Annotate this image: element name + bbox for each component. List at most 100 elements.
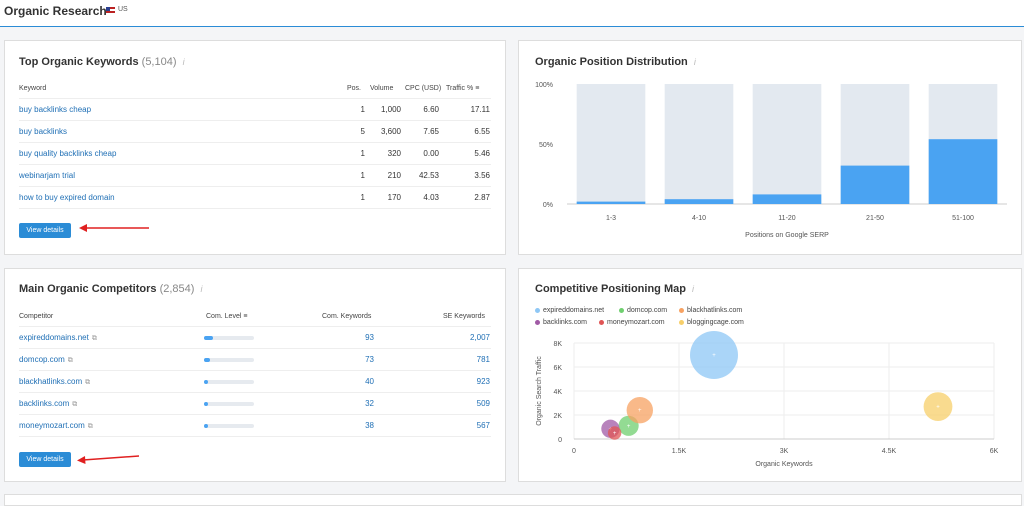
traffic-value: 5.46 <box>474 149 490 158</box>
legend-item[interactable]: backlinks.com <box>535 319 587 326</box>
keyword-link[interactable]: how to buy expired domain <box>19 193 115 202</box>
positioning-map-panel: Competitive Positioning Map i expireddom… <box>518 268 1022 482</box>
keyword-link[interactable]: buy quality backlinks cheap <box>19 149 117 158</box>
panel-title: Organic Position Distribution i <box>535 56 696 68</box>
competitor-bubble[interactable] <box>690 331 738 379</box>
view-details-button[interactable]: View details <box>19 223 71 238</box>
external-link-icon[interactable]: ⧉ <box>91 335 97 342</box>
bar[interactable] <box>752 194 822 204</box>
legend-label: moneymozart.com <box>607 319 665 326</box>
se-keywords-value[interactable]: 509 <box>476 399 490 408</box>
keyword-count: (5,104) <box>141 56 177 68</box>
col-cpc[interactable]: CPC (USD) <box>405 85 442 92</box>
legend-swatch <box>679 319 684 325</box>
competition-level-bar <box>204 336 254 340</box>
competitor-link[interactable]: blackhatlinks.com ⧉ <box>19 377 91 386</box>
bar[interactable] <box>928 139 998 204</box>
competitor-bubble[interactable] <box>607 426 622 440</box>
y-tick-label: 50% <box>539 142 553 149</box>
col-se-keywords[interactable]: SE Keywords <box>443 313 486 320</box>
x-axis-label: Organic Keywords <box>755 461 813 468</box>
legend-item[interactable]: domcop.com <box>619 307 667 314</box>
keyword-link[interactable]: buy backlinks cheap <box>19 105 92 114</box>
positioning-map-chart: 0 1.5K 3K 4.5K 6K 8K 6K 4K 2K 0 Organic Keywords Or… <box>536 331 999 468</box>
legend-swatch <box>535 307 540 313</box>
competitors-panel: Main Organic Competitors (2,854) i Compe… <box>4 268 506 482</box>
se-keywords-value[interactable]: 567 <box>476 421 490 430</box>
competitor-link[interactable]: expireddomains.net ⧉ <box>19 333 97 342</box>
col-com-level[interactable]: Com. Level ≡ <box>206 313 248 320</box>
info-icon[interactable]: i <box>693 57 696 67</box>
view-details-button[interactable]: View details <box>19 452 71 467</box>
keyword-row: webinarjam trial 1 210 42.53 3.56 <box>19 164 491 187</box>
bar-background <box>664 84 734 204</box>
bar[interactable] <box>840 165 910 204</box>
se-keywords-value[interactable]: 781 <box>476 355 490 364</box>
x-tick-label: 3K <box>780 448 789 455</box>
y-tick-label: 8K <box>553 341 562 348</box>
competitor-link[interactable]: backlinks.com ⧉ <box>19 399 78 408</box>
external-link-icon[interactable]: ⧉ <box>87 423 93 430</box>
com-keywords-value[interactable]: 93 <box>365 333 374 342</box>
competition-level-fill <box>204 358 210 362</box>
competitor-row: blackhatlinks.com ⧉ 40 923 <box>19 370 491 393</box>
col-traffic[interactable]: Traffic % ≡ <box>446 85 480 92</box>
info-icon[interactable]: i <box>182 57 185 67</box>
competitor-link[interactable]: moneymozart.com ⧉ <box>19 421 93 430</box>
top-keywords-panel: Top Organic Keywords (5,104) i Keyword P… <box>4 40 506 255</box>
keyword-link[interactable]: buy backlinks <box>19 127 68 136</box>
com-keywords-value[interactable]: 32 <box>365 399 374 408</box>
position-value: 1 <box>360 171 365 180</box>
competitor-bubble[interactable] <box>626 397 653 424</box>
com-keywords-value[interactable]: 40 <box>365 377 374 386</box>
cpc-value: 0.00 <box>423 149 439 158</box>
x-tick-label: 6K <box>990 448 999 455</box>
bar[interactable] <box>576 201 646 204</box>
keyword-row: buy backlinks cheap 1 1,000 6.60 17.11 <box>19 98 491 121</box>
se-keywords-value[interactable]: 923 <box>476 377 490 386</box>
legend-item[interactable]: moneymozart.com <box>599 319 665 326</box>
distribution-chart: 100% 50% 0% 1-3 4-10 11-20 21-50 51-100 Position… <box>535 82 1007 239</box>
external-link-icon[interactable]: ⧉ <box>85 379 91 386</box>
col-pos[interactable]: Pos. <box>347 85 362 92</box>
keyword-link[interactable]: webinarjam trial <box>19 171 76 180</box>
position-value: 1 <box>360 149 365 158</box>
col-com-keywords[interactable]: Com. Keywords <box>322 313 372 320</box>
competition-level-fill <box>204 402 208 406</box>
table-divider <box>19 208 491 209</box>
legend-item[interactable]: blackhatlinks.com <box>679 307 742 314</box>
position-value: 5 <box>360 127 365 136</box>
com-keywords-value[interactable]: 73 <box>365 355 374 364</box>
competition-level-fill <box>204 336 213 340</box>
legend-item[interactable]: expireddomains.net <box>535 307 604 314</box>
external-link-icon[interactable]: ⧉ <box>67 357 73 364</box>
competitor-row: domcop.com ⧉ 73 781 <box>19 348 491 371</box>
se-keywords-value[interactable]: 2,007 <box>469 333 490 342</box>
position-value: 1 <box>360 105 365 114</box>
cpc-value: 7.65 <box>423 127 439 136</box>
bubble-center-marker: + <box>638 408 642 414</box>
col-keyword[interactable]: Keyword <box>19 85 47 92</box>
com-keywords-value[interactable]: 38 <box>365 421 374 430</box>
col-volume[interactable]: Volume <box>370 85 394 92</box>
next-panel-edge <box>4 494 1022 506</box>
competition-level-bar <box>204 424 254 428</box>
info-icon[interactable]: i <box>200 284 203 294</box>
legend-item[interactable]: bloggingcage.com <box>679 319 744 326</box>
legend-swatch <box>535 319 540 325</box>
bar[interactable] <box>664 199 734 204</box>
competitor-link[interactable]: domcop.com ⧉ <box>19 355 73 364</box>
volume-value: 320 <box>387 149 401 158</box>
info-icon[interactable]: i <box>692 284 695 294</box>
keyword-row: how to buy expired domain 1 170 4.03 2.87 <box>19 186 491 209</box>
legend-label: domcop.com <box>627 307 668 314</box>
legend-swatch <box>619 307 624 313</box>
position-distribution-panel: Organic Position Distribution i 100% 50% 0… <box>518 40 1022 255</box>
bar-background <box>576 84 646 204</box>
col-competitor[interactable]: Competitor <box>19 313 54 320</box>
competitor-bubble[interactable] <box>923 392 953 421</box>
competition-level-bar <box>204 358 254 362</box>
external-link-icon[interactable]: ⧉ <box>72 401 78 408</box>
y-tick-label: 4K <box>553 389 562 396</box>
y-tick-label: 100% <box>535 82 553 89</box>
